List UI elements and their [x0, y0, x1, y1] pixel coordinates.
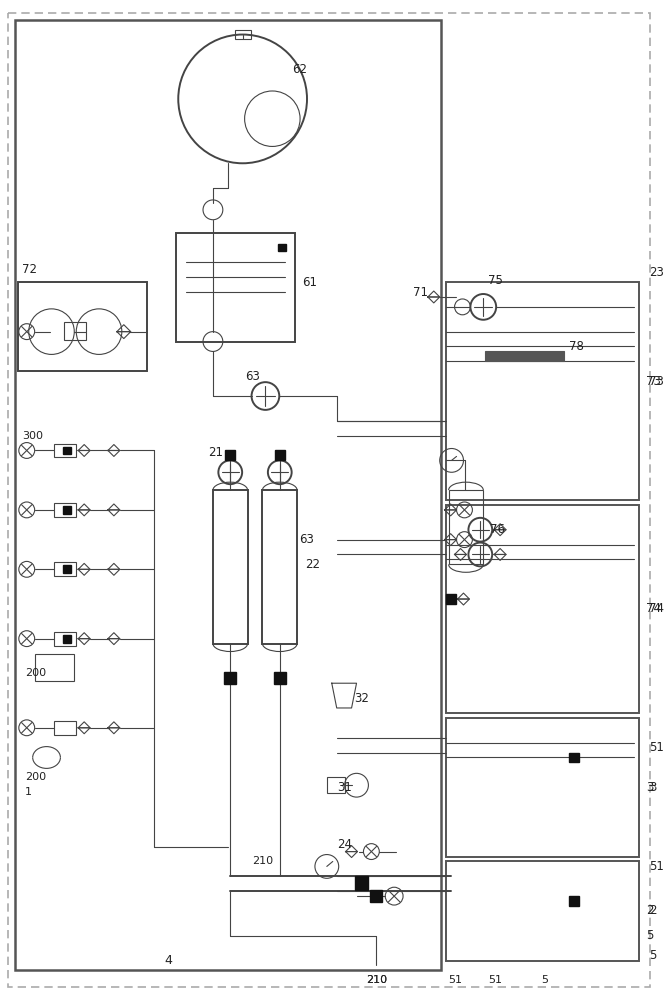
Bar: [54, 444, 76, 457]
Text: 61: 61: [302, 276, 317, 289]
Bar: [54, 721, 76, 735]
Bar: [570, 896, 580, 906]
Bar: [54, 632, 76, 646]
Bar: [176, 233, 295, 342]
Text: 2: 2: [645, 904, 653, 917]
Bar: [446, 594, 456, 604]
Bar: [63, 506, 71, 514]
Text: 300: 300: [22, 431, 42, 441]
Text: 75: 75: [488, 274, 503, 287]
Text: 63: 63: [299, 533, 315, 546]
Polygon shape: [332, 683, 357, 708]
Text: 200: 200: [25, 668, 46, 678]
Bar: [446, 861, 639, 961]
Text: 62: 62: [292, 63, 307, 76]
Bar: [262, 490, 297, 644]
Text: 210: 210: [252, 856, 274, 866]
Text: 210: 210: [366, 975, 387, 985]
Text: 71: 71: [413, 286, 428, 299]
Text: 31: 31: [337, 781, 352, 794]
Bar: [63, 635, 71, 643]
Bar: [64, 322, 86, 340]
Bar: [15, 20, 441, 970]
Text: 76: 76: [490, 523, 505, 536]
Bar: [275, 450, 285, 460]
Text: 73: 73: [649, 375, 663, 388]
Bar: [35, 654, 74, 681]
Text: 63: 63: [245, 370, 260, 383]
Text: 210: 210: [366, 975, 387, 985]
Text: 78: 78: [570, 340, 584, 353]
Text: 2: 2: [649, 904, 656, 917]
Bar: [446, 505, 639, 713]
Bar: [213, 490, 248, 644]
Bar: [446, 718, 639, 857]
Bar: [225, 450, 235, 460]
Bar: [278, 244, 286, 251]
Bar: [54, 503, 76, 517]
Text: 23: 23: [649, 266, 663, 279]
Bar: [234, 30, 250, 39]
Text: 200: 200: [25, 772, 46, 782]
Text: 21: 21: [208, 446, 223, 459]
Bar: [63, 447, 71, 454]
Text: 51: 51: [488, 975, 502, 985]
Text: 22: 22: [305, 558, 320, 571]
Text: 72: 72: [22, 263, 37, 276]
Text: 1: 1: [25, 787, 32, 797]
Bar: [224, 672, 236, 684]
Text: 24: 24: [337, 838, 352, 851]
Text: 5: 5: [649, 949, 656, 962]
Text: 5: 5: [541, 975, 548, 985]
Text: 3: 3: [645, 781, 653, 794]
Bar: [355, 876, 369, 890]
Bar: [449, 490, 483, 564]
Bar: [63, 565, 71, 573]
Bar: [274, 672, 286, 684]
Bar: [371, 890, 382, 902]
Text: 4: 4: [165, 954, 172, 967]
Text: 3: 3: [649, 781, 656, 794]
Text: 51: 51: [449, 975, 463, 985]
Text: 74: 74: [645, 602, 661, 615]
Bar: [54, 562, 76, 576]
Text: 74: 74: [649, 602, 664, 615]
Bar: [570, 753, 580, 762]
Bar: [327, 777, 345, 793]
Bar: [18, 282, 147, 371]
Bar: [485, 351, 564, 361]
Text: 51: 51: [649, 741, 663, 754]
Text: 5: 5: [645, 929, 653, 942]
Text: 73: 73: [645, 375, 661, 388]
Text: 51: 51: [649, 860, 663, 873]
Text: 32: 32: [354, 692, 369, 705]
Bar: [446, 282, 639, 500]
